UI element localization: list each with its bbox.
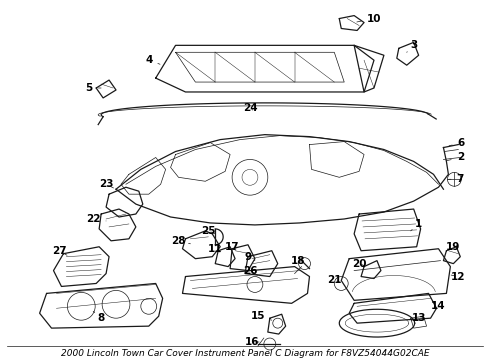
Text: 13: 13 [412, 313, 426, 323]
Text: 6: 6 [449, 138, 465, 148]
Text: 1: 1 [411, 219, 422, 231]
Text: 12: 12 [451, 271, 466, 282]
Text: 27: 27 [52, 246, 67, 256]
Text: 14: 14 [431, 301, 446, 311]
Text: 22: 22 [86, 214, 106, 224]
Text: 7: 7 [448, 174, 464, 184]
Text: 19: 19 [446, 242, 461, 252]
Text: 15: 15 [251, 311, 272, 321]
Text: 5: 5 [86, 83, 101, 93]
Text: 2000 Lincoln Town Car Cover Instrument Panel C Diagram for F8VZ54044G02CAE: 2000 Lincoln Town Car Cover Instrument P… [61, 350, 429, 359]
Text: 10: 10 [357, 14, 381, 23]
Text: 24: 24 [243, 103, 257, 113]
Text: 9: 9 [245, 252, 255, 262]
Text: 2: 2 [446, 153, 464, 162]
Text: 26: 26 [243, 266, 258, 275]
Text: 11: 11 [208, 244, 222, 254]
Text: 16: 16 [245, 337, 259, 347]
Text: 25: 25 [201, 226, 216, 236]
Text: 23: 23 [99, 179, 114, 189]
Text: 20: 20 [352, 258, 367, 269]
Text: 3: 3 [407, 40, 417, 52]
Text: 4: 4 [145, 55, 160, 65]
Text: 28: 28 [172, 236, 191, 246]
Text: 18: 18 [291, 256, 305, 266]
Text: 8: 8 [93, 311, 105, 323]
Text: 17: 17 [225, 242, 240, 252]
Text: 21: 21 [327, 275, 342, 285]
